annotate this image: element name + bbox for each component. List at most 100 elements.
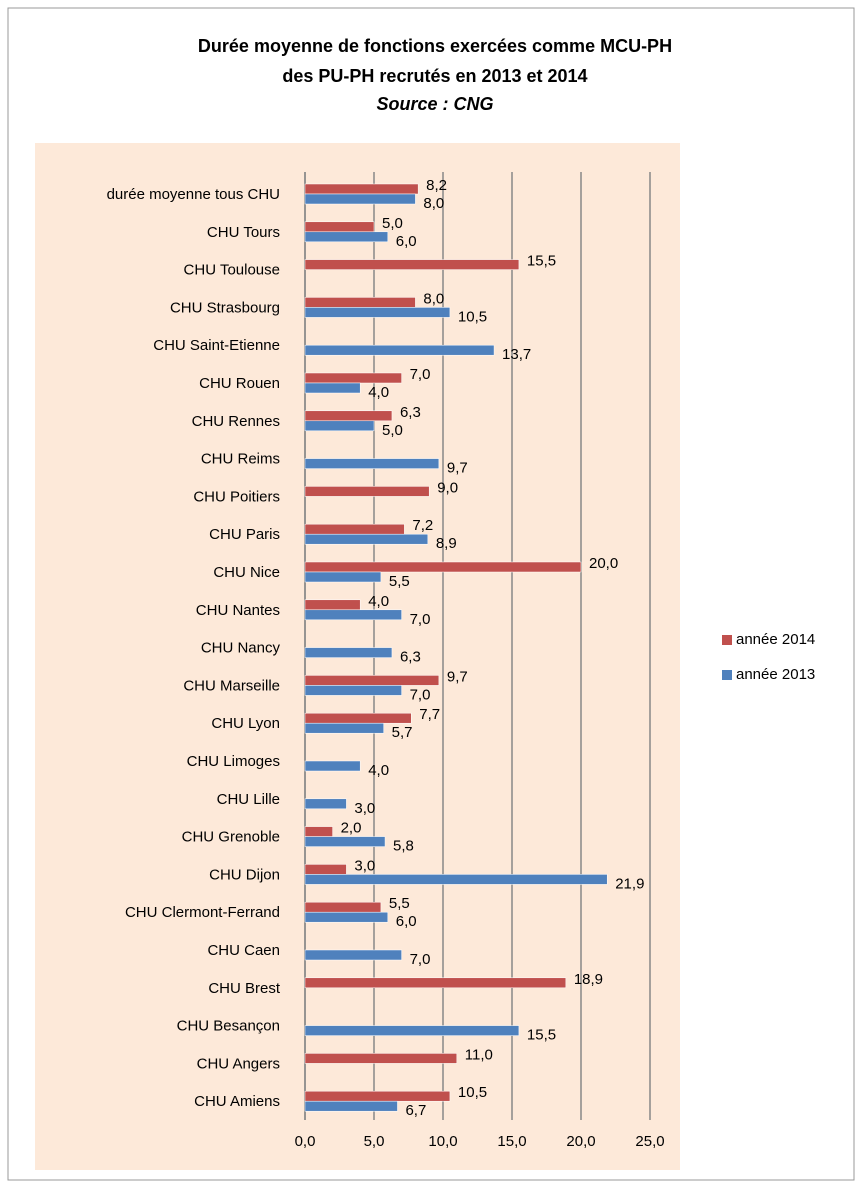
y-tick-label: CHU Grenoble (182, 829, 280, 846)
y-tick-label: CHU Marseille (183, 677, 280, 694)
bar (304, 523, 405, 535)
value-label: 15,5 (527, 1027, 556, 1044)
bar (304, 344, 495, 356)
y-tick-label: CHU Rouen (199, 375, 280, 392)
value-label: 5,7 (392, 724, 413, 741)
y-tick-label: CHU Limoges (187, 753, 280, 770)
bar (304, 458, 440, 469)
bar (304, 675, 440, 686)
bar (304, 410, 393, 422)
value-label: 4,0 (368, 593, 389, 610)
value-label: 11,0 (465, 1046, 493, 1063)
bar (304, 864, 347, 875)
value-label: 6,3 (400, 649, 421, 666)
value-label: 5,8 (393, 838, 414, 855)
value-label: 6,3 (400, 404, 421, 421)
bar (304, 231, 389, 243)
value-label: 7,0 (410, 951, 431, 968)
y-tick-label: CHU Nice (213, 564, 280, 581)
value-label: 6,0 (396, 233, 417, 250)
value-label: 7,0 (410, 611, 431, 628)
bar (304, 372, 402, 384)
x-tick-label: 20,0 (566, 1133, 595, 1150)
value-label: 4,0 (368, 762, 389, 779)
value-label: 9,7 (447, 460, 468, 477)
value-label: 8,0 (423, 195, 444, 212)
y-tick-label: CHU Amiens (194, 1093, 280, 1110)
bar (304, 1100, 398, 1112)
bar (304, 836, 386, 847)
chart-title: Durée moyenne de fonctions exercées comm… (198, 36, 672, 56)
bar (304, 533, 429, 545)
value-label: 10,5 (458, 308, 487, 325)
bar (304, 183, 419, 195)
y-tick-label: CHU Lyon (211, 715, 280, 732)
legend-swatch (722, 635, 732, 645)
bar (304, 221, 375, 233)
bar (304, 259, 520, 270)
value-label: 8,2 (426, 177, 447, 194)
value-label: 3,0 (354, 800, 375, 817)
bar (304, 307, 451, 318)
value-label: 4,0 (368, 384, 389, 401)
bar (304, 977, 567, 989)
y-tick-label: CHU Angers (197, 1055, 280, 1072)
value-label: 5,0 (382, 215, 403, 232)
value-label: 7,0 (410, 366, 431, 383)
bar (304, 722, 384, 734)
value-label: 15,5 (527, 253, 556, 270)
value-label: 18,9 (574, 971, 603, 988)
value-label: 10,5 (458, 1084, 487, 1101)
bar (304, 874, 608, 885)
bar (304, 420, 375, 432)
chart-source: Source : CNG (376, 94, 493, 114)
value-label: 20,0 (589, 555, 618, 572)
bar (304, 599, 361, 611)
value-label: 2,0 (341, 820, 362, 837)
y-tick-label: CHU Saint-Etienne (153, 337, 280, 354)
legend-label: année 2013 (736, 666, 815, 683)
x-tick-label: 25,0 (635, 1133, 664, 1150)
bar (304, 1053, 458, 1064)
value-label: 5,0 (382, 422, 403, 439)
bar (304, 561, 582, 573)
bar (304, 911, 389, 923)
value-label: 7,2 (412, 517, 433, 534)
chart-subtitle: des PU-PH recrutés en 2013 et 2014 (282, 66, 587, 86)
value-label: 6,7 (405, 1102, 426, 1119)
value-label: 5,5 (389, 895, 410, 912)
bar (304, 1025, 520, 1036)
bar (304, 901, 382, 913)
y-tick-label: durée moyenne tous CHU (107, 186, 280, 203)
value-label: 7,7 (419, 706, 440, 723)
value-label: 9,7 (447, 668, 468, 685)
y-tick-label: CHU Caen (207, 942, 280, 959)
bar (304, 760, 361, 772)
bar (304, 609, 402, 621)
value-label: 3,0 (354, 857, 375, 874)
y-tick-label: CHU Strasbourg (170, 299, 280, 316)
y-tick-label: CHU Lille (217, 791, 280, 808)
y-tick-label: CHU Dijon (209, 866, 280, 883)
y-tick-label: CHU Reims (201, 451, 280, 468)
bar (304, 949, 402, 961)
value-label: 8,9 (436, 535, 457, 552)
x-tick-label: 0,0 (295, 1133, 316, 1150)
value-label: 6,0 (396, 913, 417, 930)
value-label: 7,0 (410, 686, 431, 703)
y-tick-label: CHU Brest (208, 980, 281, 997)
bar (304, 798, 347, 810)
bar (304, 685, 402, 696)
y-tick-label: CHU Clermont-Ferrand (125, 904, 280, 921)
value-label: 21,9 (615, 875, 644, 892)
value-label: 9,0 (437, 479, 458, 496)
value-label: 8,0 (423, 290, 444, 307)
legend-swatch (722, 670, 732, 680)
bar (304, 382, 361, 394)
bar (304, 647, 393, 658)
y-tick-label: CHU Toulouse (184, 262, 280, 279)
y-tick-label: CHU Tours (207, 224, 280, 241)
y-tick-label: CHU Paris (209, 526, 280, 543)
x-tick-label: 10,0 (428, 1133, 457, 1150)
